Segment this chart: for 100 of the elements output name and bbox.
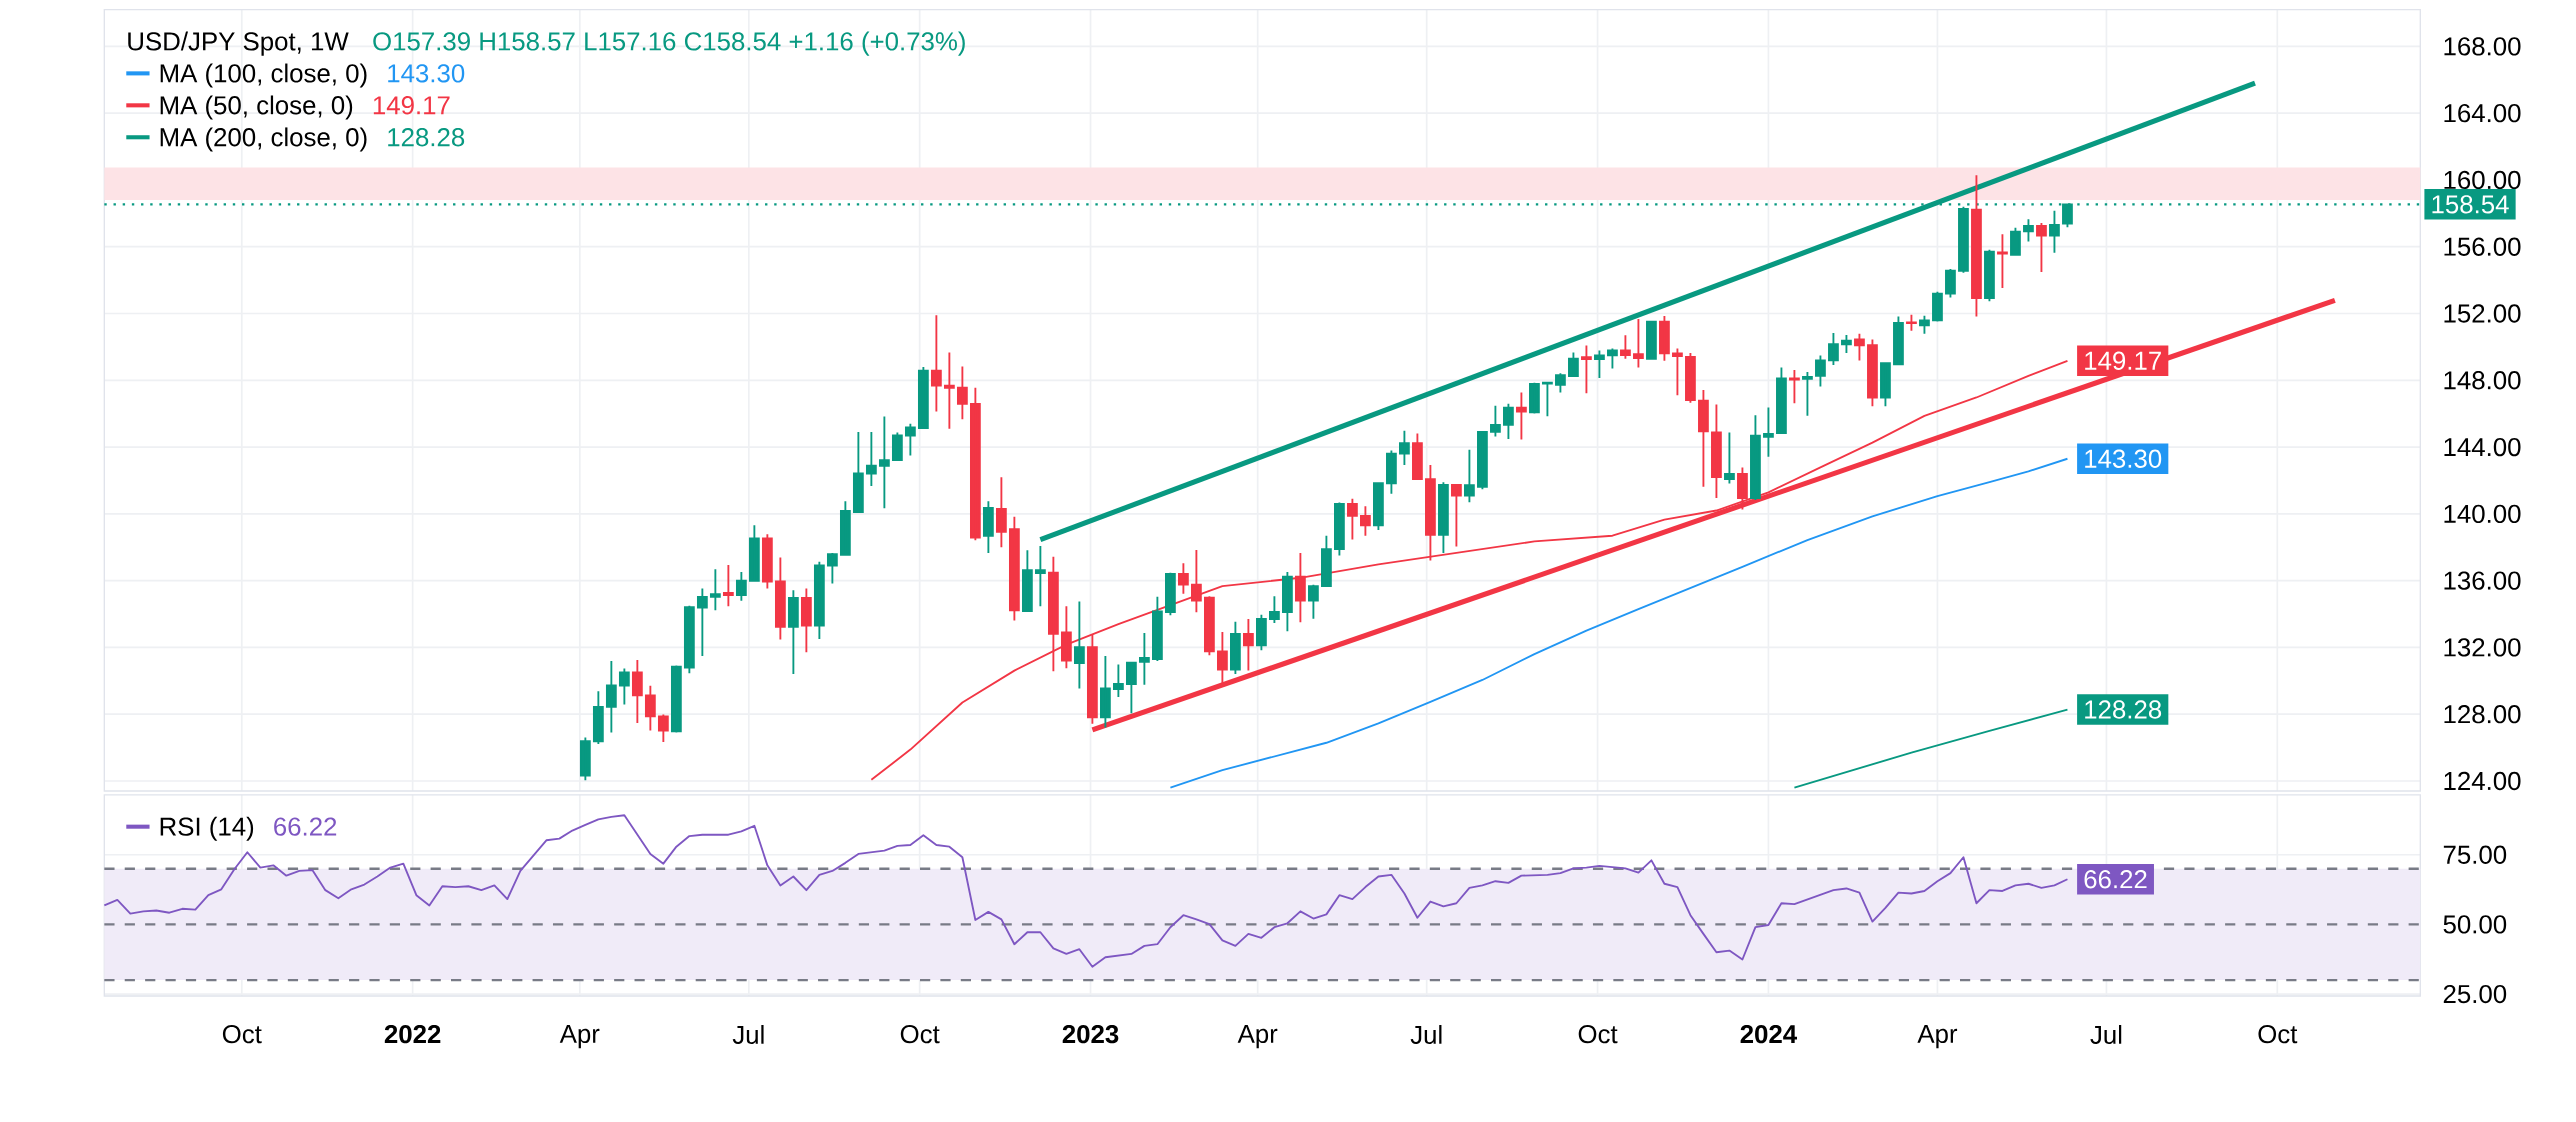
candlestick [1217,631,1228,686]
candlestick [1932,291,1943,323]
candlestick [1867,338,1878,408]
candlestick [2010,227,2021,257]
candlestick [1086,634,1098,725]
y-tick-label: 144.00 [2444,438,2521,457]
text: USD/JPY Spot, 1W [128,31,349,56]
candlestick [865,431,877,488]
text: 143.30 [388,64,465,83]
y-tick-label: 164.00 [2444,104,2521,123]
candlestick [1607,347,1618,370]
text: O157.39 H158.57 L157.16 C158.54 +1.16 (+0.73%) [373,31,965,56]
x-tick-label: Oct [1578,1025,1618,1044]
candlestick [1503,403,1514,441]
candlestick [904,422,916,457]
x-tick-label: Oct [900,1025,940,1044]
y-tick-label: 124.00 [2444,771,2521,791]
candlestick [1230,620,1241,676]
x-tick-label: Jul [732,1025,764,1045]
candlestick [1282,571,1293,633]
candlestick [1971,174,1982,318]
line-series [103,814,2069,968]
y-tick-label: 160.00 [2444,170,2521,190]
data-label: 66.22 [2084,870,2147,889]
candlestick [1724,431,1735,485]
y-tick-label: 140.00 [2444,504,2521,524]
candlestick [1841,334,1852,354]
candlestick [2036,222,2047,274]
candlestick [1073,600,1085,690]
candlestick [1138,632,1150,686]
data-label: 143.30 [2085,449,2162,469]
candlestick [1763,406,1774,458]
candlestick [579,736,591,782]
candlestick [1828,332,1839,367]
candlestick [826,552,838,585]
candlestick [1099,655,1111,729]
candlestick [696,587,708,658]
candlestick [1711,403,1722,500]
x-tick-label: 2023 [1062,1025,1119,1044]
candlestick [813,560,825,640]
candlestick [1659,315,1670,362]
candlestick [1984,248,1995,303]
y-tick-label: 148.00 [2444,371,2521,390]
candlestick [1269,595,1280,624]
text: 128.28 [388,128,465,147]
candlestick [1347,497,1358,541]
candlestick [1308,583,1319,620]
candlestick [2049,209,2060,254]
candlestick [683,604,695,675]
candlestick [1373,481,1384,532]
candlestick [1021,549,1033,613]
x-tick-label: Jul [1410,1025,1442,1045]
candlestick [670,664,682,734]
candlestick [969,387,981,542]
candlestick [1178,562,1189,595]
x-tick-label: 2024 [1740,1025,1798,1044]
candlestick [1412,432,1423,481]
candlestick [1047,555,1059,673]
candlestick [1776,366,1787,435]
ref-line-label: 158.54 [2432,195,2509,214]
candlestick [1490,405,1501,438]
y-tick-label: 132.00 [2444,638,2521,657]
candlestick [1438,481,1449,554]
candlestick [631,659,643,724]
candlestick [1802,371,1813,417]
y-tick-label: 156.00 [2444,237,2521,257]
candlestick [592,690,604,746]
x-tick-label: 2022 [384,1025,441,1044]
candlestick [1919,315,1930,335]
candlestick [852,431,864,514]
candlestick [1190,549,1202,614]
candlestick [1204,595,1215,657]
y-tick-label: 75.00 [2443,845,2507,865]
candlestick [1060,605,1072,670]
candlestick [1113,663,1124,699]
x-tick-label: Apr [1917,1025,1958,1049]
candlestick [995,476,1007,549]
candlestick [1893,315,1904,367]
x-tick-label: Jul [2090,1025,2122,1045]
candlestick [1399,429,1410,467]
candlestick [982,500,994,554]
candlestick [1542,381,1553,418]
candlestick [1672,347,1683,397]
candlestick [722,564,734,608]
candlestick [1243,618,1254,672]
candlestick [1008,515,1020,622]
legend-label: MA (100, close, 0) [160,63,367,88]
candlestick [1698,389,1709,488]
candlestick [1750,414,1761,502]
candlestick [930,314,942,413]
candlestick [1880,361,1891,408]
line-series [1169,457,2069,789]
candlestick [956,365,968,421]
legend-label: RSI (14) [160,816,254,842]
y-tick-label: 50.00 [2443,915,2507,934]
candlestick [1815,354,1826,388]
candlestick [1737,466,1748,511]
candlestick [1034,545,1046,608]
candlestick [1555,372,1566,394]
candlestick [644,685,656,732]
